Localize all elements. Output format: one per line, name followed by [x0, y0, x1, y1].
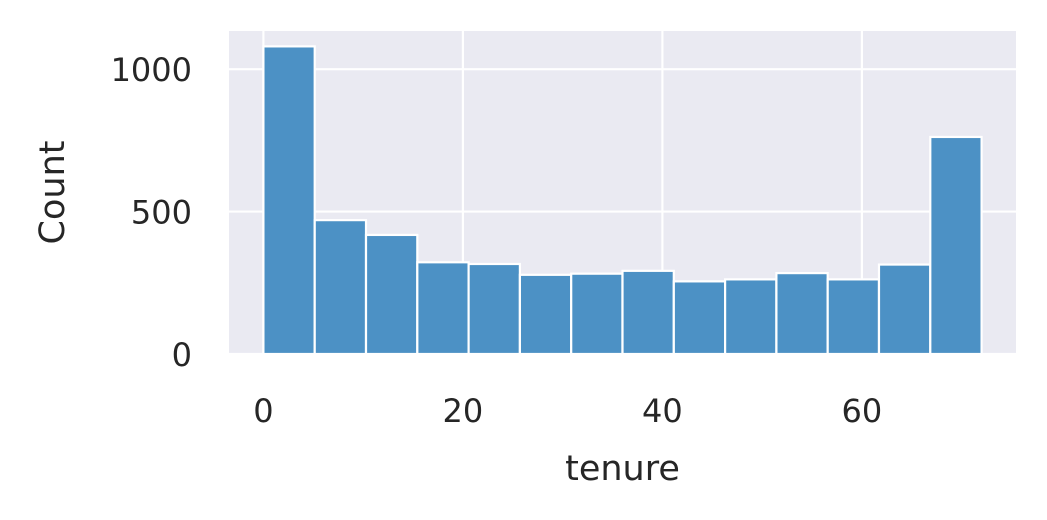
histogram-bar — [826, 278, 881, 356]
x-tick-label: 0 — [253, 392, 273, 430]
histogram-bar — [518, 273, 573, 356]
x-tick-label: 60 — [842, 392, 883, 430]
histogram-bar — [364, 233, 419, 356]
histogram-bar — [262, 45, 316, 356]
histogram-bar — [723, 278, 778, 356]
histogram-bar — [929, 135, 983, 356]
y-tick-label: 1000 — [111, 51, 192, 89]
histogram-bar — [467, 262, 522, 356]
y-tick-label: 500 — [131, 194, 192, 232]
histogram-bar — [416, 261, 470, 356]
x-axis-label: tenure — [565, 449, 680, 489]
y-axis-ticks: 0 500 1000 — [111, 51, 192, 374]
y-tick-label: 0 — [172, 336, 192, 374]
histogram-bar — [313, 219, 368, 356]
histogram-bar — [570, 272, 624, 356]
histogram-bar — [775, 272, 829, 356]
x-tick-label: 20 — [443, 392, 484, 430]
histogram-bar — [621, 269, 675, 356]
y-axis-label: Count — [33, 141, 73, 245]
histogram-bar — [877, 263, 932, 356]
histogram-bars — [262, 45, 983, 356]
histogram-bar — [672, 280, 727, 356]
x-tick-label: 40 — [642, 392, 683, 430]
x-axis-ticks: 0 20 40 60 — [253, 392, 882, 430]
